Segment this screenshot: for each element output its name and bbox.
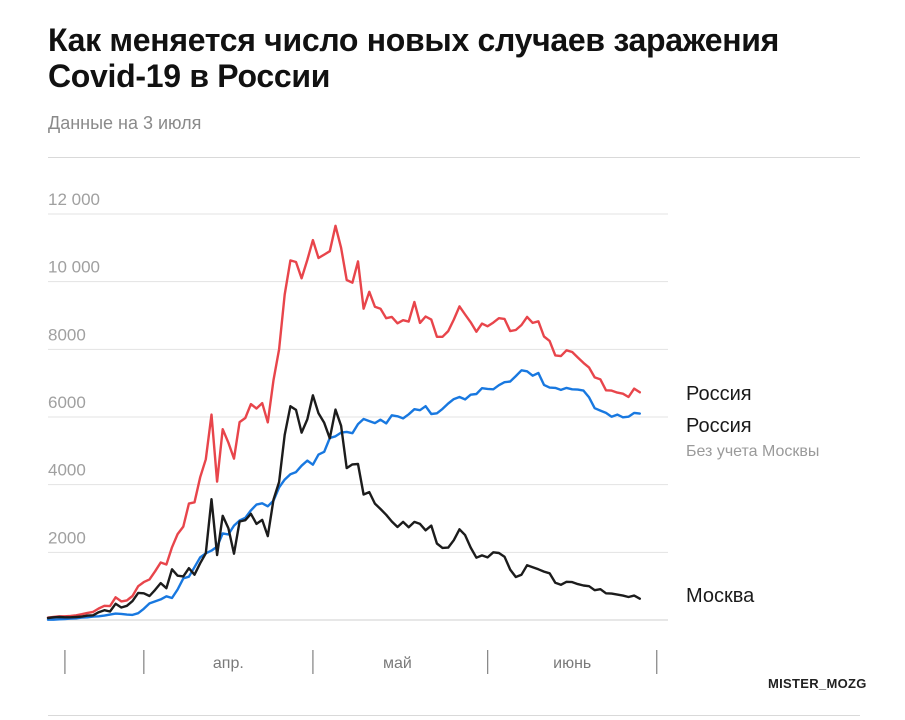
chart-subtitle: Данные на 3 июля xyxy=(48,113,202,133)
series-end-label: Россия xyxy=(686,383,752,405)
series-end-label: Россия xyxy=(686,415,752,437)
x-month-label: май xyxy=(383,655,412,672)
top-divider xyxy=(48,157,860,158)
watermark-text: MISTER_MOZG xyxy=(768,676,867,691)
series-line xyxy=(46,224,641,619)
y-tick-label: 2000 xyxy=(48,528,86,547)
y-tick-label: 6000 xyxy=(48,393,86,412)
x-month-label: июнь xyxy=(553,655,591,672)
x-month-label: апр. xyxy=(213,655,244,672)
series-line xyxy=(46,394,641,620)
bottom-divider xyxy=(48,715,860,716)
chart-title: Как меняется число новых случаев заражен… xyxy=(48,22,780,94)
series-end-label: Москва xyxy=(686,585,755,607)
y-tick-label: 8000 xyxy=(48,325,86,344)
y-tick-label: 12 000 xyxy=(48,190,100,209)
series-line xyxy=(46,369,641,621)
y-tick-label: 4000 xyxy=(48,461,86,480)
series-end-sublabel: Без учета Москвы xyxy=(686,443,819,460)
y-tick-label: 10 000 xyxy=(48,258,100,277)
